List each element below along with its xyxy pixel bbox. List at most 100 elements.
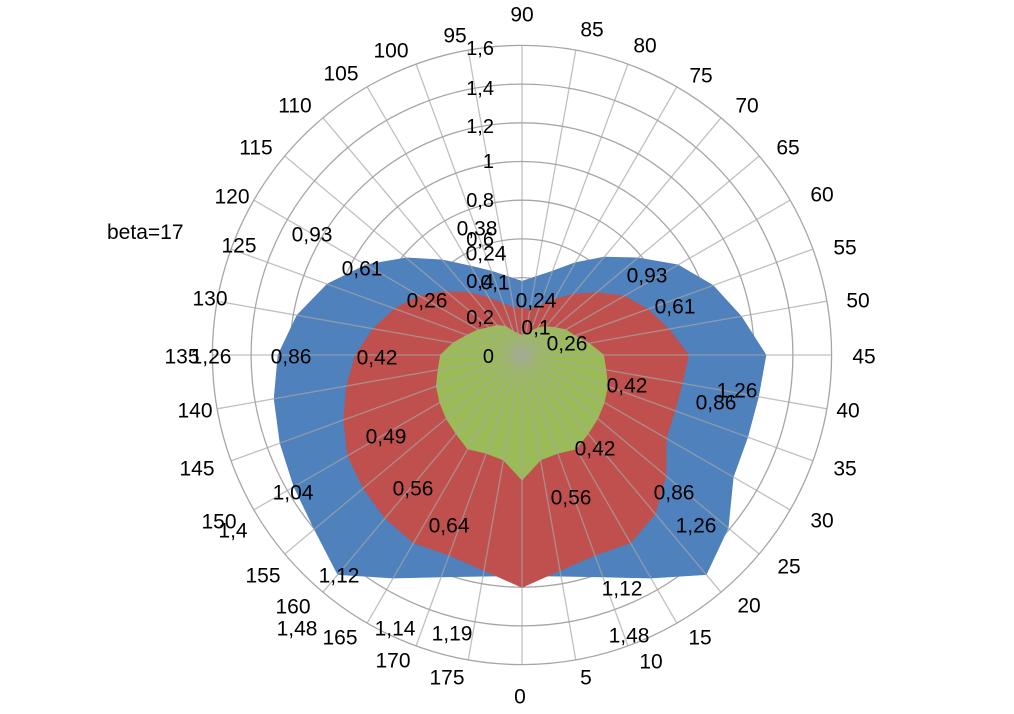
data-label: 0,56 [393, 478, 434, 501]
category-label: 75 [689, 65, 712, 88]
category-label: 45 [852, 346, 875, 369]
spoke [253, 199, 523, 356]
spoke [322, 354, 523, 593]
category-label: 35 [833, 458, 856, 481]
data-labels: 0,380,240,10,240,10,260,930,610,260,930,… [191, 218, 758, 648]
category-label: 50 [846, 290, 869, 313]
category-label: 80 [633, 35, 656, 58]
grid-spokes [212, 45, 832, 665]
spoke [521, 199, 791, 356]
data-label: 0,1 [480, 272, 509, 295]
category-label: 110 [278, 95, 311, 118]
radial-axis-labels: 0 0,2 0,4 0,6 0,8 1 1,2 1,4 1,6 [466, 38, 494, 368]
spoke [521, 354, 828, 410]
category-label: 95 [443, 25, 466, 48]
category-label: 70 [735, 95, 758, 118]
data-label: 0,61 [342, 258, 383, 281]
category-label: 135 [164, 346, 199, 369]
spoke [521, 354, 722, 593]
category-label: 155 [245, 565, 280, 588]
data-label: 0,38 [457, 218, 498, 241]
spoke [521, 86, 678, 356]
category-label: 100 [373, 40, 408, 63]
category-label: 30 [810, 510, 833, 533]
radial-axis-label: 0 [483, 346, 494, 368]
data-label: 1,48 [609, 625, 650, 648]
spoke [521, 354, 814, 462]
radial-axis-label: 1,2 [466, 116, 494, 138]
category-label: 25 [777, 556, 800, 579]
spoke [521, 354, 760, 555]
radial-axis-label: 0,6 [466, 229, 494, 251]
data-label: 1,14 [375, 618, 416, 641]
data-label: 0,86 [271, 346, 312, 369]
data-label: 0,64 [429, 515, 470, 538]
category-label: 120 [214, 186, 249, 209]
radial-axis-label: 0,4 [466, 271, 494, 293]
data-label: 1,26 [191, 346, 232, 369]
spoke [284, 354, 523, 555]
category-label: 160 [275, 596, 310, 619]
category-labels: 0510152025303540455055606570758085909510… [164, 4, 875, 709]
category-label: 60 [810, 184, 833, 207]
data-label: 0,42 [575, 438, 616, 461]
category-label: 175 [429, 667, 464, 690]
data-label: 1,12 [319, 565, 360, 588]
spoke [521, 354, 577, 661]
category-label: 0 [514, 686, 526, 709]
data-label: 1,48 [277, 618, 318, 641]
spoke [415, 354, 523, 647]
data-label: 0,61 [655, 296, 696, 319]
spoke [230, 354, 523, 462]
data-label: 0,24 [466, 243, 507, 266]
radial-axis-label: 1,6 [466, 38, 494, 60]
data-label: 0,24 [516, 290, 557, 313]
data-label: 0,93 [292, 224, 333, 247]
data-label: 1,26 [717, 380, 758, 403]
category-label: 40 [836, 400, 859, 423]
spoke [521, 49, 577, 356]
category-label: 140 [177, 400, 212, 423]
category-label: 115 [239, 137, 272, 160]
spoke [366, 86, 523, 356]
radial-axis-label: 1,4 [466, 78, 494, 100]
category-label: 130 [192, 288, 227, 311]
spoke [521, 300, 828, 356]
data-label: 0,93 [627, 265, 668, 288]
data-label: 1,19 [432, 623, 473, 646]
spoke [284, 155, 523, 356]
spoke [521, 155, 760, 356]
spoke [322, 117, 523, 356]
category-label: 15 [688, 627, 711, 650]
spoke [521, 248, 814, 356]
spoke [521, 354, 791, 511]
radial-axis-label: 0,2 [466, 307, 494, 329]
data-label: 1,12 [602, 578, 643, 601]
category-label: 90 [510, 4, 533, 27]
spoke [467, 49, 523, 356]
category-label: 145 [179, 458, 214, 481]
spoke [521, 354, 678, 624]
data-label: 1,04 [273, 482, 314, 505]
category-label: 105 [323, 63, 358, 86]
data-label: 0,86 [654, 482, 695, 505]
spoke [366, 354, 523, 624]
category-label: 55 [833, 237, 856, 260]
category-label: 125 [221, 235, 256, 258]
data-label: 0,26 [407, 290, 448, 313]
spoke [521, 63, 629, 356]
category-label: 165 [322, 627, 357, 650]
beta-annotation: beta=17 [107, 221, 184, 244]
category-label: 85 [580, 19, 603, 42]
data-label: 0,49 [366, 426, 407, 449]
spoke [467, 354, 523, 661]
data-label: 0,86 [696, 392, 737, 415]
data-label: 0,1 [521, 317, 550, 340]
spoke [521, 354, 629, 647]
spoke [216, 354, 523, 410]
category-label: 170 [375, 650, 410, 673]
data-label: 0,26 [547, 333, 588, 356]
category-label: 5 [580, 667, 592, 690]
